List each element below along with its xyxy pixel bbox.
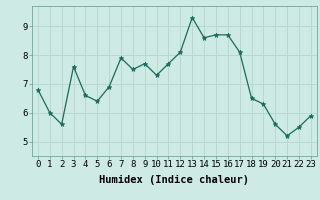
X-axis label: Humidex (Indice chaleur): Humidex (Indice chaleur): [100, 175, 249, 185]
